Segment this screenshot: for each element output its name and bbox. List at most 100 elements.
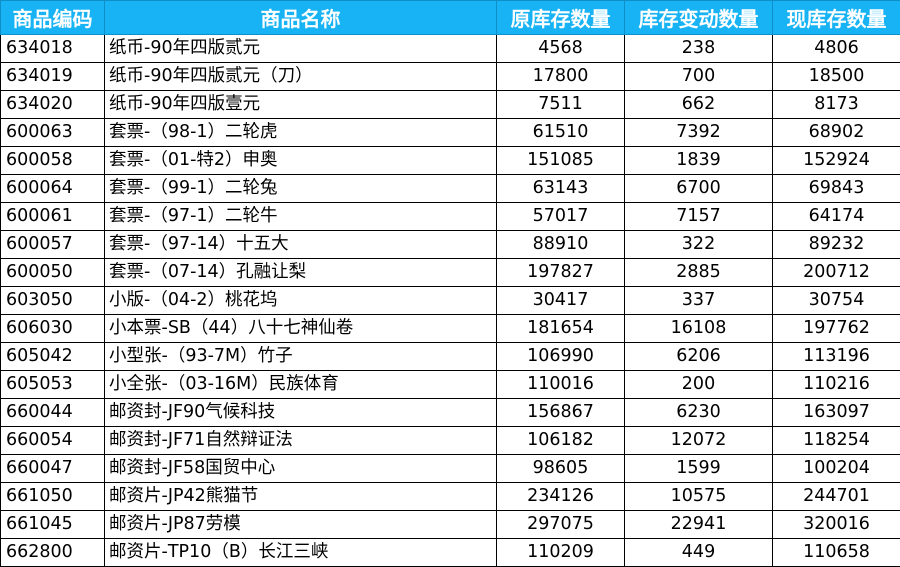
stock-change-cell[interactable]: 10575: [625, 483, 773, 511]
product-name-cell[interactable]: 邮资封-JF58国贸中心: [105, 455, 497, 483]
product-code-cell[interactable]: 660047: [1, 455, 105, 483]
stock-change-cell[interactable]: 22941: [625, 511, 773, 539]
original-stock-cell[interactable]: 151085: [497, 147, 625, 175]
stock-change-cell[interactable]: 1839: [625, 147, 773, 175]
current-stock-cell[interactable]: 163097: [773, 399, 900, 427]
current-stock-cell[interactable]: 118254: [773, 427, 900, 455]
original-stock-cell[interactable]: 7511: [497, 91, 625, 119]
current-stock-cell[interactable]: 89232: [773, 231, 900, 259]
product-name-cell[interactable]: 邮资片-JP42熊猫节: [105, 483, 497, 511]
product-code-cell[interactable]: 600063: [1, 119, 105, 147]
stock-change-cell[interactable]: 12072: [625, 427, 773, 455]
product-name-cell[interactable]: 套票-（99-1）二轮兔: [105, 175, 497, 203]
product-code-cell[interactable]: 660044: [1, 399, 105, 427]
current-stock-cell[interactable]: 68902: [773, 119, 900, 147]
current-stock-cell[interactable]: 18500: [773, 63, 900, 91]
product-code-cell[interactable]: 600057: [1, 231, 105, 259]
current-stock-cell[interactable]: 110658: [773, 539, 900, 567]
stock-change-cell[interactable]: 6206: [625, 343, 773, 371]
stock-change-cell[interactable]: 322: [625, 231, 773, 259]
stock-change-cell[interactable]: 6230: [625, 399, 773, 427]
product-name-cell[interactable]: 纸币-90年四版壹元: [105, 91, 497, 119]
original-stock-cell[interactable]: 63143: [497, 175, 625, 203]
stock-change-cell[interactable]: 238: [625, 35, 773, 63]
product-code-cell[interactable]: 634018: [1, 35, 105, 63]
stock-change-cell[interactable]: 7157: [625, 203, 773, 231]
header-original-stock[interactable]: 原库存数量: [497, 1, 625, 35]
original-stock-cell[interactable]: 181654: [497, 315, 625, 343]
product-code-cell[interactable]: 600050: [1, 259, 105, 287]
header-product-name[interactable]: 商品名称: [105, 1, 497, 35]
product-code-cell[interactable]: 634020: [1, 91, 105, 119]
original-stock-cell[interactable]: 30417: [497, 287, 625, 315]
original-stock-cell[interactable]: 98605: [497, 455, 625, 483]
original-stock-cell[interactable]: 106990: [497, 343, 625, 371]
product-code-cell[interactable]: 605053: [1, 371, 105, 399]
product-name-cell[interactable]: 邮资封-JF90气候科技: [105, 399, 497, 427]
stock-change-cell[interactable]: 449: [625, 539, 773, 567]
product-code-cell[interactable]: 600058: [1, 147, 105, 175]
product-name-cell[interactable]: 邮资片-TP10（B）长江三峡: [105, 539, 497, 567]
original-stock-cell[interactable]: 106182: [497, 427, 625, 455]
original-stock-cell[interactable]: 234126: [497, 483, 625, 511]
current-stock-cell[interactable]: 100204: [773, 455, 900, 483]
product-name-cell[interactable]: 邮资片-JP87劳模: [105, 511, 497, 539]
original-stock-cell[interactable]: 110016: [497, 371, 625, 399]
current-stock-cell[interactable]: 152924: [773, 147, 900, 175]
product-name-cell[interactable]: 套票-（97-1）二轮牛: [105, 203, 497, 231]
original-stock-cell[interactable]: 17800: [497, 63, 625, 91]
current-stock-cell[interactable]: 64174: [773, 203, 900, 231]
product-name-cell[interactable]: 小全张-（03-16M）民族体育: [105, 371, 497, 399]
current-stock-cell[interactable]: 30754: [773, 287, 900, 315]
product-code-cell[interactable]: 661045: [1, 511, 105, 539]
header-product-code[interactable]: 商品编码: [1, 1, 105, 35]
current-stock-cell[interactable]: 320016: [773, 511, 900, 539]
product-name-cell[interactable]: 套票-（07-14）孔融让梨: [105, 259, 497, 287]
current-stock-cell[interactable]: 200712: [773, 259, 900, 287]
product-code-cell[interactable]: 634019: [1, 63, 105, 91]
product-code-cell[interactable]: 662800: [1, 539, 105, 567]
product-name-cell[interactable]: 邮资封-JF71自然辩证法: [105, 427, 497, 455]
current-stock-cell[interactable]: 69843: [773, 175, 900, 203]
product-name-cell[interactable]: 小型张-（93-7M）竹子: [105, 343, 497, 371]
stock-change-cell[interactable]: 7392: [625, 119, 773, 147]
current-stock-cell[interactable]: 197762: [773, 315, 900, 343]
product-name-cell[interactable]: 纸币-90年四版贰元: [105, 35, 497, 63]
stock-change-cell[interactable]: 1599: [625, 455, 773, 483]
current-stock-cell[interactable]: 8173: [773, 91, 900, 119]
product-code-cell[interactable]: 606030: [1, 315, 105, 343]
original-stock-cell[interactable]: 110209: [497, 539, 625, 567]
product-code-cell[interactable]: 661050: [1, 483, 105, 511]
stock-change-cell[interactable]: 200: [625, 371, 773, 399]
product-code-cell[interactable]: 600064: [1, 175, 105, 203]
product-name-cell[interactable]: 套票-（97-14）十五大: [105, 231, 497, 259]
stock-change-cell[interactable]: 662: [625, 91, 773, 119]
stock-change-cell[interactable]: 2885: [625, 259, 773, 287]
header-current-stock[interactable]: 现库存数量: [773, 1, 900, 35]
original-stock-cell[interactable]: 297075: [497, 511, 625, 539]
product-name-cell[interactable]: 套票-（98-1）二轮虎: [105, 119, 497, 147]
product-name-cell[interactable]: 小本票-SB（44）八十七神仙卷: [105, 315, 497, 343]
stock-change-cell[interactable]: 700: [625, 63, 773, 91]
original-stock-cell[interactable]: 197827: [497, 259, 625, 287]
original-stock-cell[interactable]: 88910: [497, 231, 625, 259]
stock-change-cell[interactable]: 16108: [625, 315, 773, 343]
product-code-cell[interactable]: 660054: [1, 427, 105, 455]
stock-change-cell[interactable]: 337: [625, 287, 773, 315]
current-stock-cell[interactable]: 110216: [773, 371, 900, 399]
product-name-cell[interactable]: 套票-（01-特2）申奥: [105, 147, 497, 175]
original-stock-cell[interactable]: 4568: [497, 35, 625, 63]
original-stock-cell[interactable]: 156867: [497, 399, 625, 427]
product-code-cell[interactable]: 605042: [1, 343, 105, 371]
product-name-cell[interactable]: 小版-（04-2）桃花坞: [105, 287, 497, 315]
product-code-cell[interactable]: 603050: [1, 287, 105, 315]
original-stock-cell[interactable]: 57017: [497, 203, 625, 231]
current-stock-cell[interactable]: 4806: [773, 35, 900, 63]
stock-change-cell[interactable]: 6700: [625, 175, 773, 203]
current-stock-cell[interactable]: 244701: [773, 483, 900, 511]
current-stock-cell[interactable]: 113196: [773, 343, 900, 371]
product-code-cell[interactable]: 600061: [1, 203, 105, 231]
original-stock-cell[interactable]: 61510: [497, 119, 625, 147]
product-name-cell[interactable]: 纸币-90年四版贰元（刀）: [105, 63, 497, 91]
header-stock-change[interactable]: 库存变动数量: [625, 1, 773, 35]
